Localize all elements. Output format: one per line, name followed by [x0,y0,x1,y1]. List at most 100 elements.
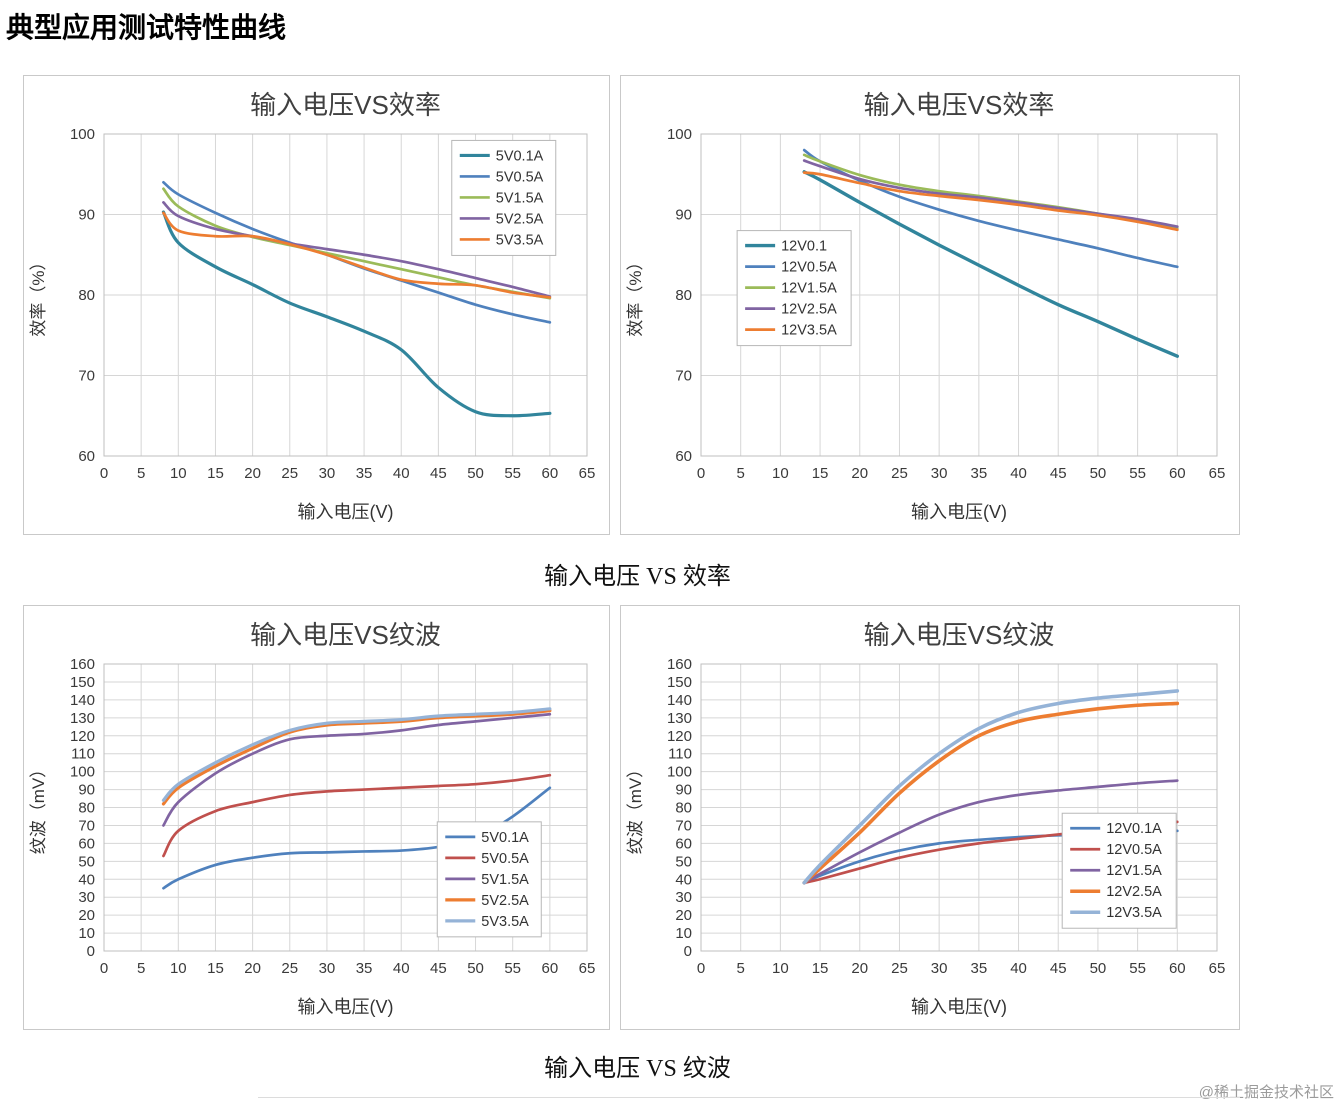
svg-text:10: 10 [170,960,187,977]
svg-text:45: 45 [430,465,447,482]
svg-text:20: 20 [244,960,261,977]
svg-text:55: 55 [1129,465,1146,482]
svg-text:55: 55 [1129,960,1146,977]
svg-text:30: 30 [675,889,692,906]
svg-text:50: 50 [467,465,484,482]
svg-text:55: 55 [504,960,521,977]
chart-title: 输入电压VS纹波 [864,620,1055,650]
svg-text:30: 30 [78,889,95,906]
svg-text:40: 40 [393,465,410,482]
svg-text:60: 60 [78,835,95,852]
series-line-12V3.5A [802,171,1179,232]
legend: 5V0.1A 5V0.5A 5V1.5A 5V2.5A 5V3.5A [451,139,557,256]
chart-panel-ripple-12v: 0 5 10 15 20 25 30 35 40 45 50 55 60 65 0 10 20 30 40 50 60 7… [620,605,1240,1030]
y-axis-title: 纹波（mV） [29,761,48,855]
legend-label-5V0.5A: 5V0.5A [481,851,529,867]
svg-text:5: 5 [137,465,145,482]
svg-text:50: 50 [78,853,95,870]
svg-text:20: 20 [675,907,692,924]
caption-efficiency: 输入电压 VS 效率 [544,564,731,590]
svg-text:80: 80 [675,800,692,817]
series-line-12V1.5A [802,779,1179,885]
svg-text:100: 100 [70,126,95,143]
svg-text:0: 0 [100,465,108,482]
svg-text:60: 60 [542,960,559,977]
svg-text:10: 10 [78,925,95,942]
svg-text:0: 0 [697,465,705,482]
svg-text:25: 25 [891,960,908,977]
svg-text:60: 60 [542,465,559,482]
series-line-12V2.5A [802,701,1180,885]
svg-text:50: 50 [467,960,484,977]
legend-label-5V3.5A: 5V3.5A [496,232,544,248]
svg-text:40: 40 [78,871,95,888]
series-line-12V0.1 [802,170,1180,358]
svg-text:160: 160 [667,656,692,673]
svg-text:25: 25 [281,465,298,482]
legend-label-5V0.1A: 5V0.1A [481,830,529,846]
svg-text:80: 80 [78,287,95,304]
svg-text:0: 0 [684,943,692,960]
page-title: 典型应用测试特性曲线 [6,12,287,43]
svg-text:40: 40 [1010,960,1027,977]
legend-label-12V0.1: 12V0.1 [781,239,827,255]
svg-text:70: 70 [78,817,95,834]
next-section-edge [258,1097,1240,1098]
legend-label-12V3.5A: 12V3.5A [781,323,837,339]
svg-text:0: 0 [87,943,95,960]
legend-label-5V2.5A: 5V2.5A [481,893,529,909]
series-line-5V3.5A [162,211,552,299]
svg-text:15: 15 [812,960,829,977]
plot-border [700,663,1218,952]
legend-label-12V1.5A: 12V1.5A [1106,863,1162,879]
svg-text:90: 90 [675,782,692,799]
chart-panel-efficiency-12v: 0 5 10 15 20 25 30 35 40 45 50 55 60 65 60 70 80 90 100 输入电… [620,75,1240,535]
legend-label-5V0.5A: 5V0.5A [496,169,544,185]
x-axis-title: 输入电压(V) [298,997,394,1017]
legend-label-12V0.5A: 12V0.5A [1106,842,1162,858]
svg-text:140: 140 [70,692,95,709]
svg-text:65: 65 [1209,960,1226,977]
svg-text:35: 35 [971,960,988,977]
tick-labels: 0 5 10 15 20 25 30 35 40 45 50 55 60 65 60 70 80 90 100 [70,126,595,482]
svg-text:20: 20 [851,465,868,482]
svg-text:10: 10 [772,465,789,482]
watermark: @稀土掘金技术社区 [1198,1084,1334,1101]
svg-text:65: 65 [579,465,596,482]
svg-text:5: 5 [737,465,745,482]
svg-text:90: 90 [78,207,95,224]
x-axis-title: 输入电压(V) [298,502,394,522]
svg-text:60: 60 [675,835,692,852]
svg-text:50: 50 [1090,465,1107,482]
svg-text:60: 60 [675,448,692,465]
svg-text:130: 130 [70,710,95,727]
plot-border [103,133,588,457]
svg-text:80: 80 [78,800,95,817]
legend: 5V0.1A 5V0.5A 5V1.5A 5V2.5A 5V3.5A [436,821,542,938]
svg-text:150: 150 [70,674,95,691]
svg-text:30: 30 [931,465,948,482]
svg-text:40: 40 [1010,465,1027,482]
legend-box [436,821,542,938]
svg-text:40: 40 [393,960,410,977]
svg-text:10: 10 [170,465,187,482]
svg-text:40: 40 [675,871,692,888]
series-line-12V2.5A [802,159,1179,228]
svg-text:80: 80 [675,287,692,304]
svg-text:120: 120 [70,728,95,745]
svg-text:45: 45 [1050,465,1067,482]
legend-label-5V1.5A: 5V1.5A [496,190,544,206]
svg-text:160: 160 [70,656,95,673]
svg-text:30: 30 [319,465,336,482]
series-line-5V0.1A [161,210,552,418]
x-axis-title: 输入电压(V) [911,997,1007,1017]
svg-text:100: 100 [667,764,692,781]
svg-text:5: 5 [737,960,745,977]
svg-text:20: 20 [244,465,261,482]
legend-label-5V1.5A: 5V1.5A [481,872,529,888]
legend: 12V0.1A 12V0.5A 12V1.5A 12V2.5A 12V3.5A [1061,812,1177,929]
svg-text:120: 120 [667,728,692,745]
svg-text:70: 70 [675,817,692,834]
legend-label-5V2.5A: 5V2.5A [496,211,544,227]
